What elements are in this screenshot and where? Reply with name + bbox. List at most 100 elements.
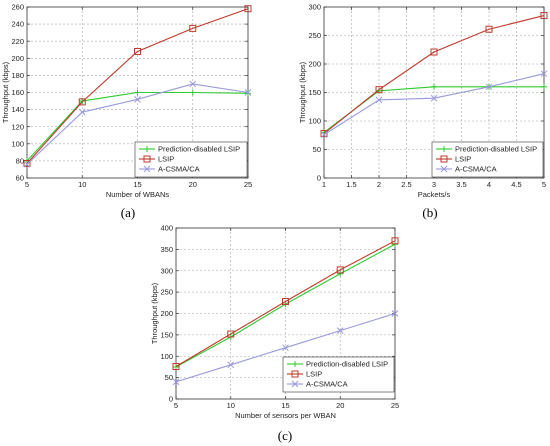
axes-frame — [323, 6, 545, 179]
panel-label-b: (b) — [422, 205, 437, 220]
legend-label: LSIP — [306, 370, 322, 379]
x-axis-label: Packets/s — [418, 190, 451, 199]
legend-label: A-CSMA/CA — [455, 165, 497, 174]
y-tick-label: 300 — [308, 3, 321, 12]
data-point — [485, 83, 493, 91]
legend-label: Prediction-disabled LSIP — [306, 360, 388, 369]
x-tick-label: 25 — [391, 401, 399, 410]
data-point — [541, 83, 547, 90]
legend-marker — [143, 165, 151, 173]
x-axis-label: Number of WBANs — [106, 190, 170, 199]
legend-marker — [291, 370, 299, 378]
data-point — [134, 47, 141, 55]
y-tick-label: 200 — [308, 60, 321, 69]
x-tick-label: 10 — [78, 180, 86, 189]
legend-marker — [292, 361, 298, 367]
series-line-1 — [175, 240, 396, 367]
y-axis-label: Throughput (kbps) — [298, 61, 307, 123]
y-tick-label: 400 — [160, 224, 173, 233]
y-tick-label: 180 — [11, 71, 24, 80]
data-point — [189, 89, 196, 96]
data-point — [134, 89, 141, 96]
y-tick-label: 160 — [11, 88, 24, 97]
x-tick-label: 15 — [133, 180, 141, 189]
x-tick-label: 3.5 — [456, 180, 466, 189]
legend-marker — [143, 155, 151, 163]
data-point — [336, 266, 344, 274]
y-tick-label: 60 — [16, 174, 24, 183]
legend-label: LSIP — [158, 155, 174, 164]
data-point — [336, 327, 344, 334]
x-tick-label: 2 — [377, 180, 381, 189]
legend-marker — [291, 380, 299, 388]
y-tick-label: 200 — [11, 54, 24, 63]
legend-marker — [441, 146, 447, 152]
y-axis-label: Throughput (kbps) — [1, 61, 10, 123]
legend-label: Prediction-disabled LSIP — [158, 145, 240, 154]
x-tick-label: 3 — [432, 180, 436, 189]
y-tick-label: 0 — [169, 395, 173, 404]
data-point — [337, 270, 344, 277]
x-axis-label: Number of sensors per WBAN — [235, 411, 336, 420]
data-point — [391, 310, 399, 317]
panel-label-c: (c) — [278, 428, 292, 443]
x-tick-label: 20 — [189, 180, 197, 189]
data-point — [391, 237, 399, 245]
x-tick-label: 4 — [487, 180, 491, 189]
y-tick-label: 260 — [11, 3, 24, 12]
data-point — [485, 25, 493, 33]
data-point — [134, 95, 141, 103]
data-point — [320, 130, 328, 138]
data-point — [282, 298, 289, 306]
data-point — [172, 378, 180, 386]
data-point — [244, 89, 252, 96]
y-tick-label: 100 — [11, 139, 24, 148]
y-tick-label: 50 — [165, 373, 173, 382]
x-tick-label: 20 — [336, 401, 344, 410]
y-tick-label: 100 — [160, 352, 173, 361]
x-tick-label: 5 — [542, 180, 546, 189]
data-point — [78, 98, 86, 106]
legend-label: LSIP — [455, 155, 471, 164]
data-point — [227, 361, 235, 369]
chart-b: 1 1.5 2 2.5 3 3.5 4 4.5 5050100150200250300Packe… — [298, 3, 548, 199]
legend-label: Prediction-disabled LSIP — [455, 145, 537, 154]
y-tick-label: 0 — [317, 174, 321, 183]
x-tick-label: 15 — [281, 401, 289, 410]
data-point — [430, 48, 438, 56]
legend-box — [282, 356, 395, 393]
data-point — [375, 86, 383, 94]
data-point — [540, 70, 548, 78]
data-point — [245, 90, 251, 97]
x-tick-label: 25 — [244, 180, 252, 189]
x-tick-label: 10 — [227, 401, 235, 410]
data-point — [320, 131, 328, 139]
legend-marker — [440, 165, 448, 173]
data-point — [173, 363, 179, 370]
data-point — [431, 83, 437, 90]
data-point — [23, 159, 31, 167]
legend-label: A-CSMA/CA — [306, 380, 348, 389]
series-line-1 — [323, 15, 545, 134]
data-point — [78, 108, 86, 116]
data-point — [172, 363, 180, 371]
legend-marker — [440, 155, 448, 163]
series-line-1 — [26, 8, 249, 164]
y-tick-label: 120 — [11, 122, 24, 131]
x-tick-label: 4.5 — [511, 180, 521, 189]
data-point — [430, 94, 438, 102]
data-point — [540, 12, 548, 20]
data-point — [23, 160, 31, 168]
legend-marker — [144, 146, 150, 152]
y-tick-label: 250 — [308, 31, 321, 40]
y-tick-label: 100 — [308, 117, 321, 126]
x-tick-label: 1 — [322, 180, 326, 189]
data-point — [244, 5, 252, 13]
y-tick-label: 240 — [11, 20, 24, 29]
data-point — [227, 330, 235, 338]
y-tick-label: 150 — [160, 330, 173, 339]
